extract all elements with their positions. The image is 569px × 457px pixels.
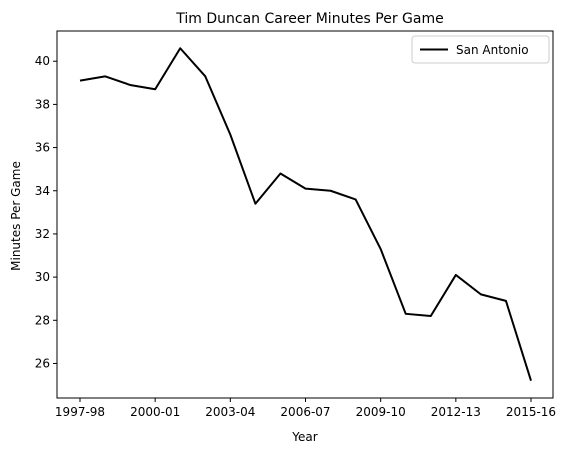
- x-tick-label: 2000-01: [130, 405, 180, 419]
- y-tick-label: 28: [35, 313, 50, 327]
- legend-label-san-antonio: San Antonio: [456, 43, 529, 57]
- y-tick-label: 34: [35, 184, 50, 198]
- x-tick-label: 2006-07: [280, 405, 330, 419]
- plot-frame: [56, 30, 554, 399]
- y-tick-label: 30: [35, 270, 50, 284]
- y-axis-label: Minutes Per Game: [9, 161, 23, 271]
- y-tick-label: 32: [35, 227, 50, 241]
- y-tick-label: 36: [35, 141, 50, 155]
- chart-title: Tim Duncan Career Minutes Per Game: [175, 11, 443, 27]
- x-tick-label: 2012-13: [431, 405, 481, 419]
- legend-box: [411, 35, 550, 64]
- y-tick-label: 38: [35, 97, 50, 111]
- x-tick-label: 2015-16: [506, 405, 556, 419]
- x-tick-label: 1997-98: [55, 405, 105, 419]
- plot-area: 26 28 30 32 34 36 38 40 1997-98 2000-01 2003-04 200…: [35, 30, 556, 419]
- series-line-san-antonio: [79, 47, 532, 382]
- y-tick-label: 26: [35, 356, 50, 370]
- y-tick-label: 40: [35, 54, 50, 68]
- x-axis-label: Year: [291, 430, 317, 444]
- x-tick-label: 2003-04: [205, 405, 255, 419]
- x-tick-label: 2009-10: [356, 405, 406, 419]
- legend: San Antonio: [411, 35, 550, 64]
